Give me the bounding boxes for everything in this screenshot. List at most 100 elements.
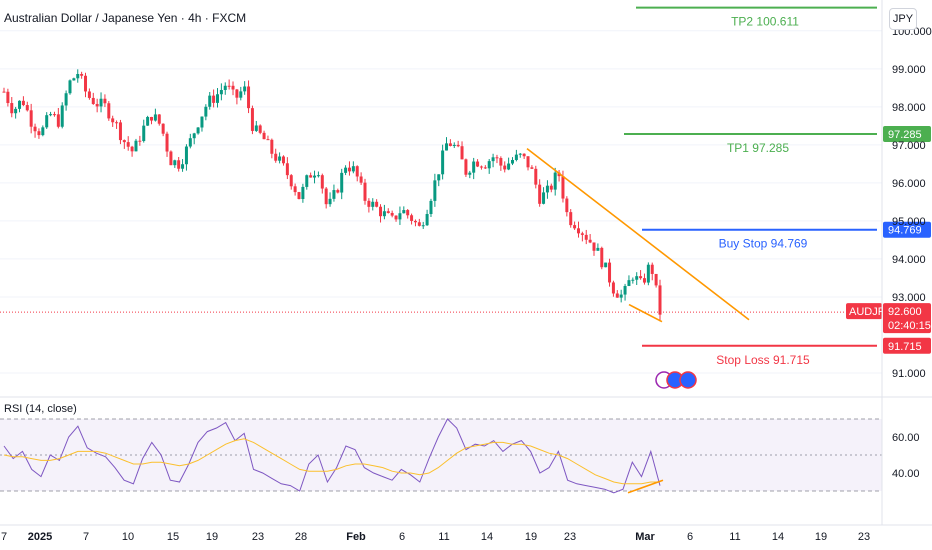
candle-body [289, 175, 293, 187]
candle-body [479, 166, 483, 168]
candle-body [270, 139, 274, 154]
candle-body [627, 280, 631, 286]
candle-body [596, 247, 600, 251]
candle-body [347, 167, 351, 172]
candle-body [413, 220, 417, 223]
candle-body [313, 175, 317, 178]
candle-body [212, 95, 216, 103]
candle-body [134, 140, 138, 152]
support-trendline [628, 303, 663, 323]
level-label: TP2 100.611 [731, 15, 799, 29]
candle-body [514, 154, 518, 160]
candle-body [417, 222, 421, 226]
candle-body [588, 239, 592, 243]
candle-body [592, 242, 596, 251]
candle-body [150, 116, 154, 121]
price-tick-label: 94.000 [892, 254, 926, 266]
candle-body [169, 151, 173, 166]
candle-body [584, 234, 588, 240]
candle-body [542, 192, 546, 204]
candle-body [305, 175, 309, 187]
candle-body [157, 114, 161, 124]
candle-body [386, 211, 390, 213]
rsi-tick-label: 40.00 [892, 468, 920, 480]
candle-body [274, 153, 278, 161]
rsi-trendline [627, 479, 664, 494]
time-tick-label: 2025 [28, 531, 52, 543]
candle-body [21, 100, 25, 106]
level-tag [883, 337, 931, 354]
price-tick-label: 97.000 [892, 140, 926, 152]
candle-body [600, 247, 604, 268]
candle-body [281, 156, 285, 164]
candle-body [18, 100, 22, 109]
candle-body [138, 140, 142, 142]
candle-body [56, 114, 60, 127]
level-tag-text: 97.285 [888, 129, 922, 141]
candle-body [250, 108, 254, 131]
candle-body [278, 156, 282, 161]
symbol-tag [846, 303, 882, 320]
candle-body [340, 172, 344, 193]
candle-body [580, 233, 584, 235]
candle-body [111, 118, 115, 123]
candle-body [2, 91, 6, 93]
candle-body [173, 160, 177, 166]
candle-body [37, 131, 41, 136]
level-tag [883, 221, 931, 238]
candle-body [142, 125, 146, 142]
candle-body [410, 215, 414, 221]
chart-title: Australian Dollar / Japanese Yen · 4h · … [4, 11, 247, 25]
candle-body [52, 114, 56, 116]
candle-body [247, 86, 251, 109]
candle-body [456, 144, 460, 147]
candle-body [215, 94, 219, 103]
candle-body [503, 165, 507, 170]
time-tick-label: 19 [525, 531, 537, 543]
candle-body [99, 98, 103, 107]
candle-body [204, 106, 208, 117]
event-icons [655, 371, 697, 389]
currency-button[interactable]: JPY [889, 8, 917, 30]
candle-body [573, 225, 577, 229]
candle-body [301, 186, 305, 200]
candle-body [487, 161, 491, 169]
candle-body [421, 225, 425, 227]
candle-body [91, 97, 95, 104]
candle-body [468, 172, 472, 175]
candle-body [382, 211, 386, 217]
candle-body [258, 125, 262, 133]
time-tick-label: 19 [206, 531, 218, 543]
time-tick-label: 14 [772, 531, 784, 543]
candle-body [316, 175, 320, 177]
time-tick-label: 15 [167, 531, 179, 543]
time-tick-label: 14 [481, 531, 493, 543]
candle-body [64, 93, 68, 106]
candle-body [320, 175, 324, 189]
time-tick-label: 11 [729, 531, 740, 543]
candle-body [336, 190, 340, 193]
candle-body [344, 167, 348, 173]
candle-body [192, 133, 196, 139]
level-label: TP1 97.285 [727, 141, 789, 155]
candle-body [639, 276, 643, 279]
time-tick-label: 19 [815, 531, 827, 543]
candle-body [95, 103, 99, 107]
candle-body [235, 89, 239, 98]
candle-body [80, 74, 84, 76]
candle-body [161, 123, 165, 134]
candle-body [6, 91, 10, 104]
candle-body [406, 210, 410, 216]
candle-body [476, 161, 480, 167]
time-tick-label: 23 [564, 531, 576, 543]
candle-body [615, 293, 619, 298]
candle-body [608, 262, 612, 283]
price-tick-label: 98.000 [892, 102, 926, 114]
time-tick-label: 23 [252, 531, 264, 543]
candle-body [223, 85, 227, 90]
candle-body [367, 200, 371, 207]
flag-icon[interactable] [679, 371, 697, 389]
candle-body [433, 180, 437, 201]
